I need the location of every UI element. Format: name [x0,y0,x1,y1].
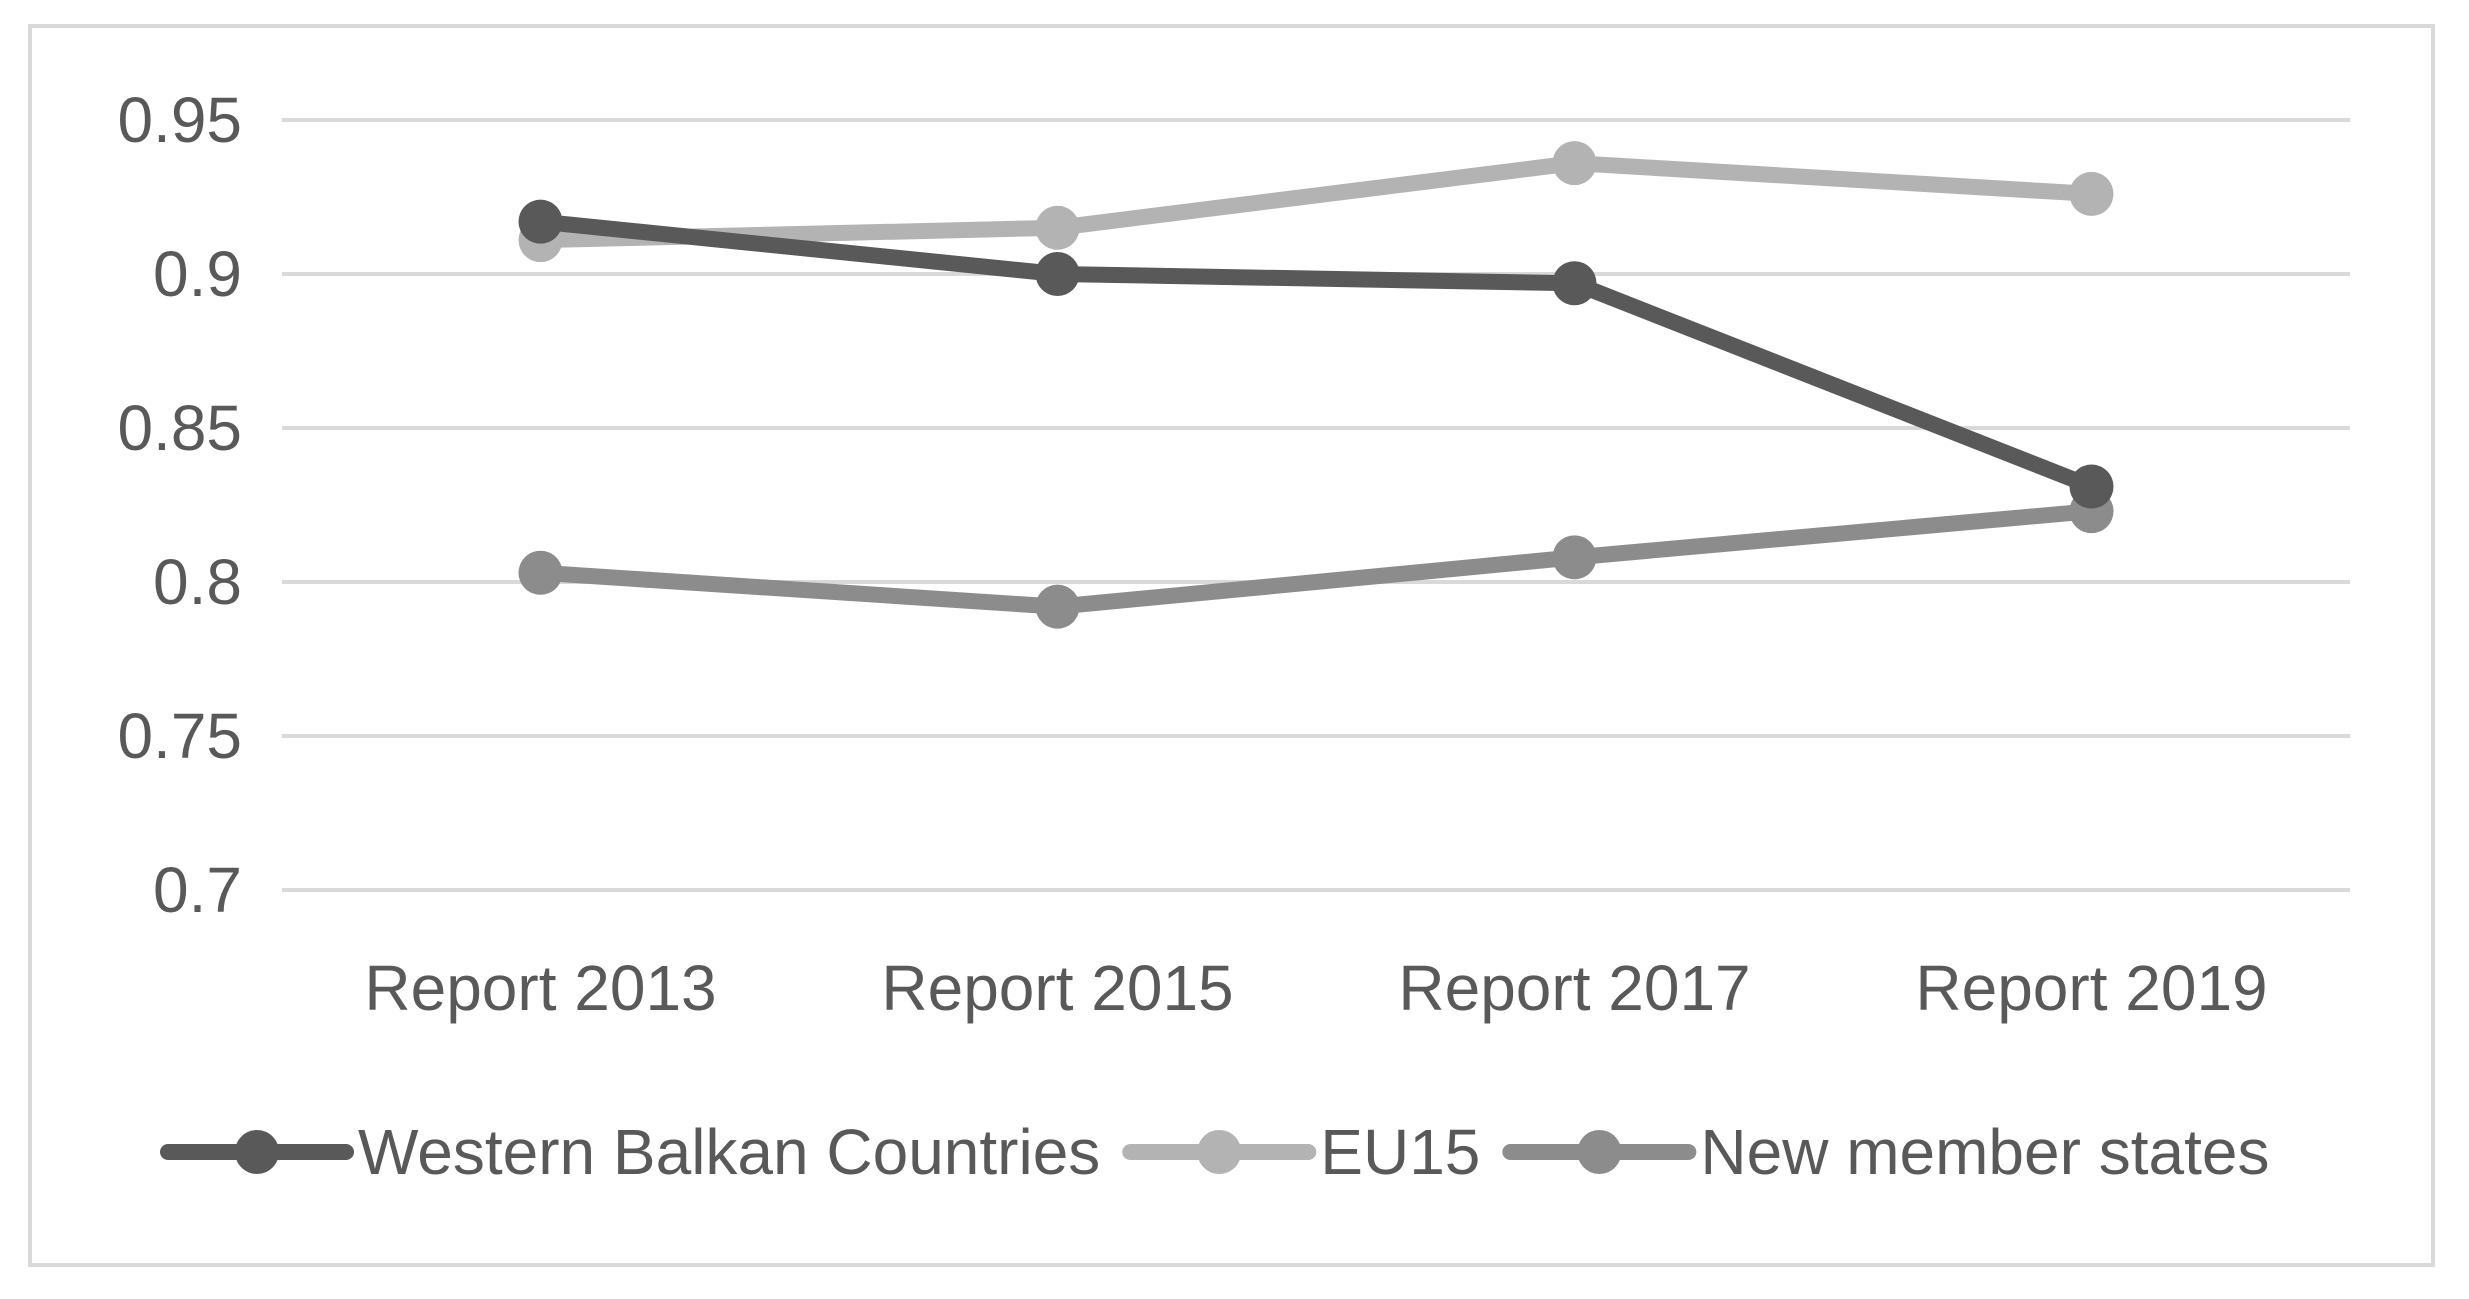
y-tick-label: 0.7 [153,854,242,926]
legend-label: New member states [1700,1116,2269,1188]
y-tick-label: 0.8 [153,546,242,618]
y-axis-ticks: 0.7 0.75 0.8 0.85 0.9 0.95 [117,84,242,926]
data-point [518,199,563,244]
legend: Western Balkan Countries EU15 New member s… [160,1116,2269,1188]
data-point [1035,584,1080,629]
series-lines [518,141,2114,629]
data-point [1035,205,1080,250]
x-tick-label: Report 2013 [364,952,716,1024]
data-point [1552,141,1597,186]
data-point [1552,261,1597,306]
data-point [1035,252,1080,296]
series-new-member-states [518,489,2114,629]
x-tick-label: Report 2019 [1915,952,2267,1024]
legend-item: New member states [1502,1116,2269,1188]
y-tick-label: 0.9 [153,238,242,310]
data-point [2069,171,2114,216]
legend-swatch-marker [1197,1130,1242,1174]
series-eu15 [518,141,2114,263]
legend-label: Western Balkan Countries [358,1116,1100,1188]
series-line [532,503,2100,615]
legend-swatch-marker [235,1130,279,1174]
series-line [532,155,2100,249]
y-tick-label: 0.95 [117,84,242,156]
x-tick-label: Report 2015 [881,952,1233,1024]
x-tick-label: Report 2017 [1398,952,1750,1024]
series-western-balkan-countries [518,199,2114,509]
x-axis-ticks: Report 2013 Report 2015 Report 2017 Report … [364,952,2267,1024]
chart-frame [28,24,2435,1267]
y-tick-label: 0.75 [117,700,242,772]
data-point [2069,464,2114,509]
data-point [1552,535,1597,580]
legend-swatch-marker [1577,1130,1622,1174]
legend-item: EU15 [1122,1116,1480,1188]
y-tick-label: 0.85 [117,392,242,464]
legend-item: Western Balkan Countries [160,1116,1100,1188]
data-point [518,550,563,595]
legend-label: EU15 [1320,1116,1480,1188]
series-line [532,213,2100,495]
